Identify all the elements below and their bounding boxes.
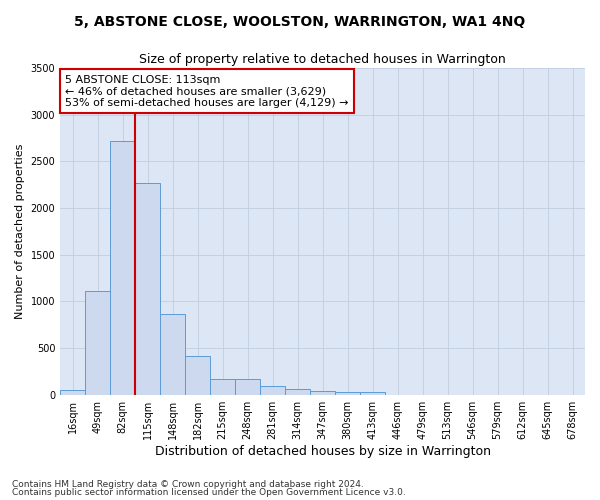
Bar — [160, 314, 185, 394]
Bar — [135, 183, 160, 394]
Bar — [60, 390, 85, 394]
Bar — [335, 392, 360, 394]
Bar — [210, 379, 235, 394]
Bar — [360, 392, 385, 394]
X-axis label: Distribution of detached houses by size in Warrington: Distribution of detached houses by size … — [155, 444, 491, 458]
Bar — [260, 386, 285, 394]
Bar — [285, 389, 310, 394]
Bar — [310, 390, 335, 394]
Bar — [85, 291, 110, 395]
Bar — [185, 356, 210, 395]
Text: 5 ABSTONE CLOSE: 113sqm
← 46% of detached houses are smaller (3,629)
53% of semi: 5 ABSTONE CLOSE: 113sqm ← 46% of detache… — [65, 74, 349, 108]
Bar — [235, 380, 260, 394]
Text: Contains public sector information licensed under the Open Government Licence v3: Contains public sector information licen… — [12, 488, 406, 497]
Text: Contains HM Land Registry data © Crown copyright and database right 2024.: Contains HM Land Registry data © Crown c… — [12, 480, 364, 489]
Y-axis label: Number of detached properties: Number of detached properties — [15, 144, 25, 319]
Text: 5, ABSTONE CLOSE, WOOLSTON, WARRINGTON, WA1 4NQ: 5, ABSTONE CLOSE, WOOLSTON, WARRINGTON, … — [74, 15, 526, 29]
Title: Size of property relative to detached houses in Warrington: Size of property relative to detached ho… — [139, 52, 506, 66]
Bar — [110, 141, 135, 395]
